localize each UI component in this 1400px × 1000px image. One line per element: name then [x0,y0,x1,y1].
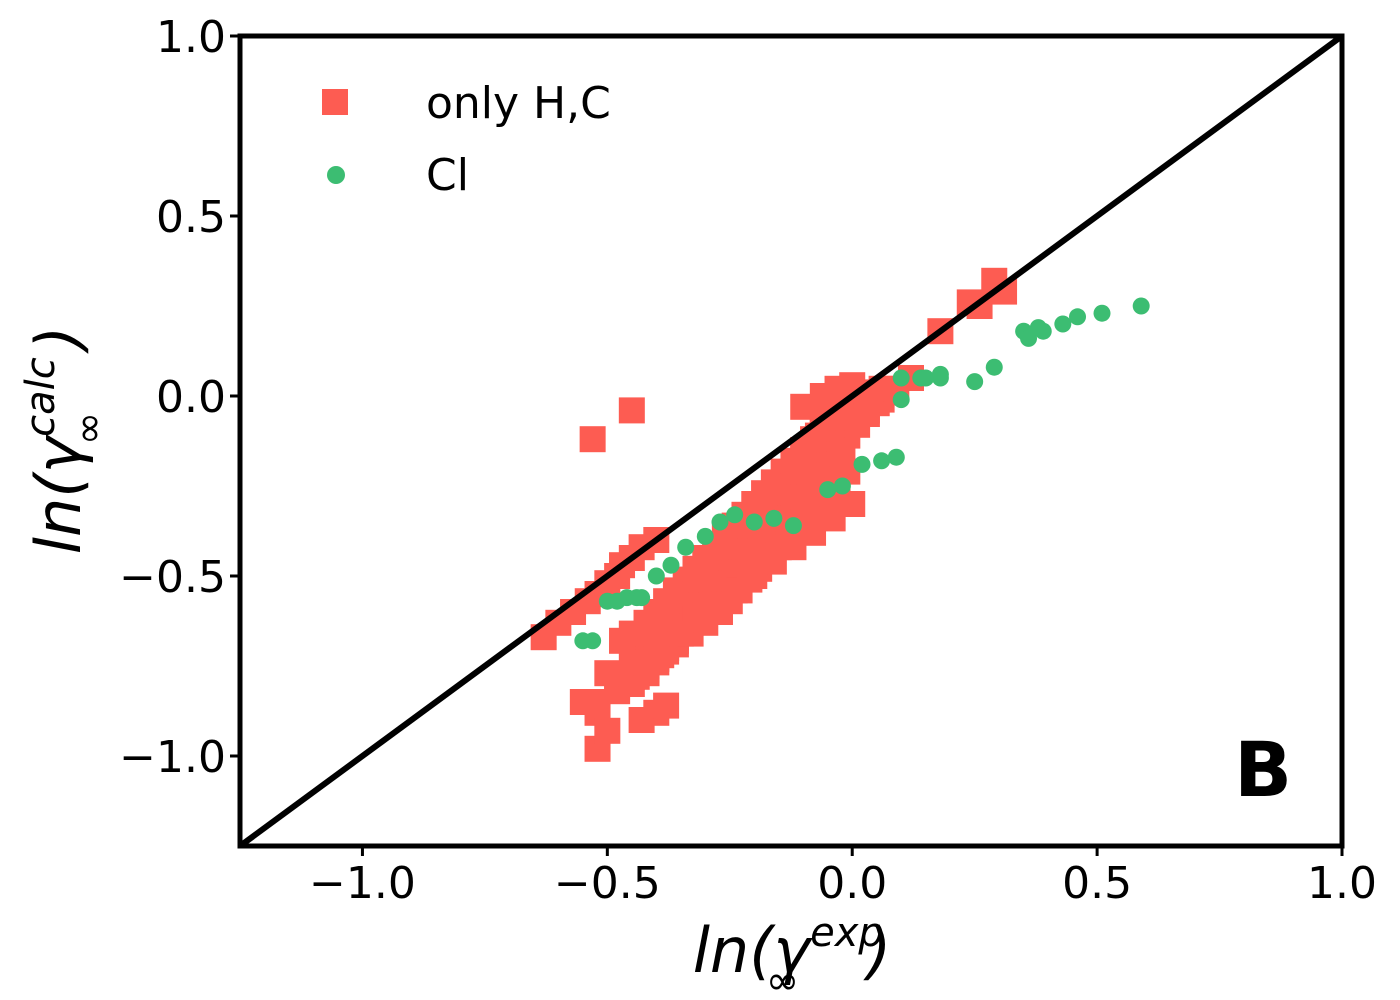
data-point-cl [931,365,949,383]
data-point-cl [853,455,871,473]
x-tick-label: −1.0 [309,858,416,909]
y-axis-label-sup: calc [18,357,64,437]
data-point-cl [647,567,665,585]
data-point-only-hc [643,635,670,661]
data-point-cl [892,369,910,387]
data-point-cl [892,391,910,409]
data-point-cl [833,477,851,495]
legend: only H,C Cl [322,78,611,201]
data-point-cl [1054,315,1072,333]
y-axis-label-sub: ∞ [66,412,112,445]
data-point-cl [873,452,891,470]
x-axis-label-sup: exp [810,910,884,956]
data-point-cl [819,481,837,499]
x-tick-label: 1.0 [1307,858,1377,909]
data-point-cl [711,513,729,531]
data-point-cl [696,527,714,545]
data-point-cl [745,513,763,531]
y-axis-label: ln(γcalc∞) [18,326,112,555]
data-point-cl [584,632,602,650]
data-point-only-hc [653,692,680,719]
y-axis-label-group: ln(γcalc∞) [18,326,112,555]
data-point-cl [1069,308,1087,326]
data-point-cl [1034,322,1052,340]
data-point-cl [985,358,1003,376]
data-point-cl [765,509,783,527]
data-point-only-hc [594,660,621,687]
data-point-only-hc [618,397,645,424]
legend-label-cl: Cl [426,150,469,201]
data-point-only-hc [839,491,866,517]
data-point-cl [662,556,680,574]
panel-label: B [1234,725,1292,814]
x-axis-label-base: ln(γ [693,914,814,987]
y-tick-label: 1.0 [156,12,226,63]
y-tick-label: −1.0 [119,732,226,783]
x-axis-label-sub: ∞ [766,958,799,1000]
data-point-only-hc [579,689,606,715]
data-point-only-hc [594,717,621,744]
x-tick-label: −0.5 [554,858,661,909]
x-tick-label: 0.0 [817,858,887,909]
markers-layer [530,267,1150,762]
data-point-cl [966,373,984,391]
reference-line-y-equals-x [240,36,1342,846]
data-point-cl [784,517,802,535]
y-tick-label: −0.5 [119,552,226,603]
data-point-only-hc [618,649,645,676]
data-point-cl [1093,304,1111,322]
data-point-only-hc [579,426,606,453]
ticks-layer: −1.0 −0.5 0.0 0.5 1.0 −1.0 −0.5 0.0 0.5 1.0 [119,12,1377,909]
data-point-cl [887,448,905,466]
x-tick-label: 0.5 [1062,858,1132,909]
data-point-cl [917,369,935,387]
legend-marker-only-hc [322,89,348,115]
legend-label-only-hc: only H,C [426,78,611,129]
data-point-cl [1132,297,1150,315]
plot-frame [237,33,1345,849]
y-axis-label-close: ) [22,326,95,354]
y-tick-label: 0.5 [156,192,226,243]
data-point-cl [1020,329,1038,347]
data-point-cl [677,538,695,556]
data-point-cl [633,589,651,607]
x-axis-label: ln(γexp ∞) [693,910,892,1000]
x-axis-label-close: ) [863,914,891,987]
data-point-cl [726,506,744,524]
y-tick-label: 0.0 [156,372,226,423]
y-axis-label-base: ln(γ [22,434,95,555]
legend-marker-cl [327,166,345,184]
